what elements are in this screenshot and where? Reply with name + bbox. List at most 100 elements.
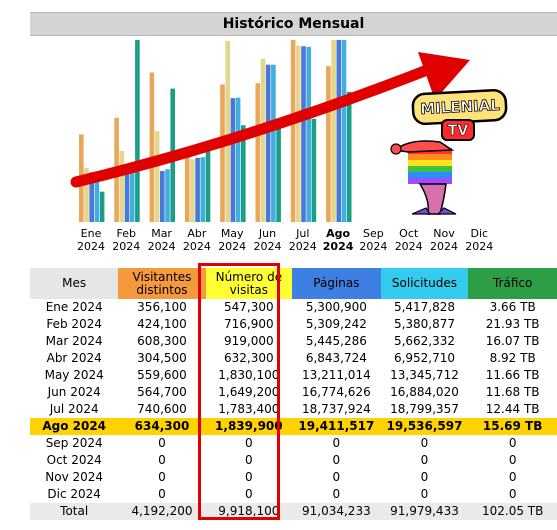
bar-trafico-4 [241, 125, 246, 222]
cell-paginas: 16,774,626 [302, 385, 371, 399]
bar-paginas-4 [230, 98, 236, 222]
cell-paginas: 0 [332, 487, 341, 501]
cell-solicitudes: 0 [420, 470, 429, 484]
x-label-month: Oct [399, 227, 419, 240]
x-label-year: 2024 [148, 240, 176, 253]
cell-trafico: 0 [508, 436, 517, 450]
cell-solicitudes: 16,884,020 [390, 385, 459, 399]
table-row: Dic 2024 0 0 0 0 0 [30, 486, 557, 503]
cell-visitantes: 559,600 [137, 368, 187, 382]
cell-solicitudes: 0 [420, 487, 429, 501]
bar-visitas-1 [119, 151, 125, 222]
cell-visitantes: 0 [158, 470, 166, 484]
cell-trafico: 12.44 TB [485, 402, 540, 416]
cell-visitas: 0 [245, 470, 253, 484]
cell-solicitudes: 6,952,710 [393, 351, 456, 365]
cell-mes: Sep 2024 [45, 436, 103, 450]
x-label-year: 2024 [323, 240, 354, 253]
cell-visitas: 632,300 [224, 351, 274, 365]
bar-trafico-6 [311, 118, 317, 222]
bar-visitantes-4 [220, 84, 225, 222]
bar-visitantes-7 [326, 66, 331, 223]
x-label-year: 2024 [218, 240, 246, 253]
bar-solicitudes-6 [306, 46, 311, 223]
cell-mes: Dic 2024 [47, 487, 101, 501]
header-mes: Mes [30, 268, 119, 299]
table-row: Ago 2024 634,300 1,839,900 19,411,517 19,536… [30, 418, 557, 435]
cell-trafico: 0 [508, 470, 517, 484]
cell-visitantes: 424,100 [137, 317, 187, 331]
bar-solicitudes-5 [271, 64, 276, 223]
cell-mes: Nov 2024 [45, 470, 104, 484]
table-row: Nov 2024 0 0 0 0 0 [30, 469, 557, 486]
x-label-year: 2024 [77, 240, 105, 253]
bar-trafico-0 [99, 191, 105, 222]
x-label-year: 2024 [430, 240, 458, 253]
table-row: May 2024 559,600 1,830,100 13,211,014 13,345… [30, 367, 557, 384]
cell-visitas: 1,839,900 [205, 418, 293, 435]
total-solicitudes: 91,979,433 [380, 503, 469, 520]
bar-solicitudes-7 [341, 40, 347, 222]
table-row: Mar 2024 608,300 919,000 5,445,286 5,662,332… [30, 333, 557, 350]
cell-solicitudes: 0 [420, 453, 429, 467]
cell-visitas: 716,900 [224, 317, 274, 331]
cell-solicitudes: 5,417,828 [393, 300, 456, 314]
x-label-month: Nov [433, 227, 455, 240]
cell-visitantes: 740,600 [137, 402, 187, 416]
bar-paginas-7 [336, 40, 342, 222]
cell-paginas: 5,445,286 [305, 334, 367, 348]
logo-text-milenial: MILENIAL [420, 96, 501, 118]
cell-solicitudes: 0 [420, 436, 429, 450]
cell-visitantes: 0 [158, 487, 166, 501]
x-label-month: Jun [258, 227, 276, 240]
cell-paginas: 13,211,014 [302, 368, 371, 382]
cell-visitantes: 0 [158, 436, 166, 450]
trend-arrow-head [418, 52, 470, 100]
bar-trafico-3 [205, 147, 211, 222]
bar-solicitudes-2 [165, 169, 170, 222]
total-trafico: 102.05 TB [468, 503, 557, 520]
logo-text-tv: TV [448, 123, 469, 139]
total-visitantes: 4,192,200 [118, 503, 206, 520]
cell-solicitudes: 18,799,357 [390, 402, 459, 416]
cell-mes: May 2024 [44, 368, 104, 382]
cell-paginas: 5,300,900 [305, 300, 367, 314]
cell-visitantes: 304,500 [137, 351, 187, 365]
x-label-month: May [221, 227, 244, 240]
bar-visitas-2 [154, 131, 160, 222]
cell-solicitudes: 19,536,597 [380, 418, 469, 435]
table-row: Jun 2024 564,700 1,649,200 16,774,626 16,884… [30, 384, 557, 401]
cell-trafico: 11.66 TB [485, 368, 540, 382]
cell-trafico: 16.07 TB [485, 334, 540, 348]
cell-visitantes: 608,300 [137, 334, 187, 348]
cell-trafico: 11.68 TB [485, 385, 540, 399]
x-label-month: Dic [471, 227, 489, 240]
cell-mes: Feb 2024 [46, 317, 102, 331]
header-visitas: Número de visitas [205, 268, 293, 299]
cell-paginas: 0 [332, 436, 341, 450]
bar-visitantes-2 [149, 72, 155, 222]
cell-visitantes: 634,300 [118, 418, 206, 435]
cell-mes: Jul 2024 [49, 402, 99, 416]
cell-trafico: 0 [508, 487, 517, 501]
cell-mes: Jun 2024 [47, 385, 101, 399]
header-paginas: Páginas [292, 268, 381, 299]
total-label: Total [30, 503, 119, 520]
x-label-month: Mar [151, 227, 172, 240]
total-paginas: 91,034,233 [292, 503, 381, 520]
cell-trafico: 8.92 TB [489, 351, 536, 365]
bar-paginas-2 [160, 170, 165, 222]
cell-trafico: 0 [508, 453, 517, 467]
bar-visitas-6 [296, 45, 301, 222]
cell-visitas: 1,649,200 [218, 385, 280, 399]
x-label-month: Feb [117, 227, 136, 240]
bar-trafico-5 [276, 125, 281, 222]
cell-solicitudes: 13,345,712 [390, 368, 459, 382]
cell-paginas: 6,843,724 [305, 351, 367, 365]
bar-visitas-5 [260, 58, 266, 223]
cell-mes: Oct 2024 [46, 453, 102, 467]
bar-visitantes-5 [255, 83, 261, 223]
header-visitantes: Visitantes distintos [118, 268, 206, 299]
x-label-year: 2024 [289, 240, 317, 253]
cell-mes: Ago 2024 [30, 418, 119, 435]
